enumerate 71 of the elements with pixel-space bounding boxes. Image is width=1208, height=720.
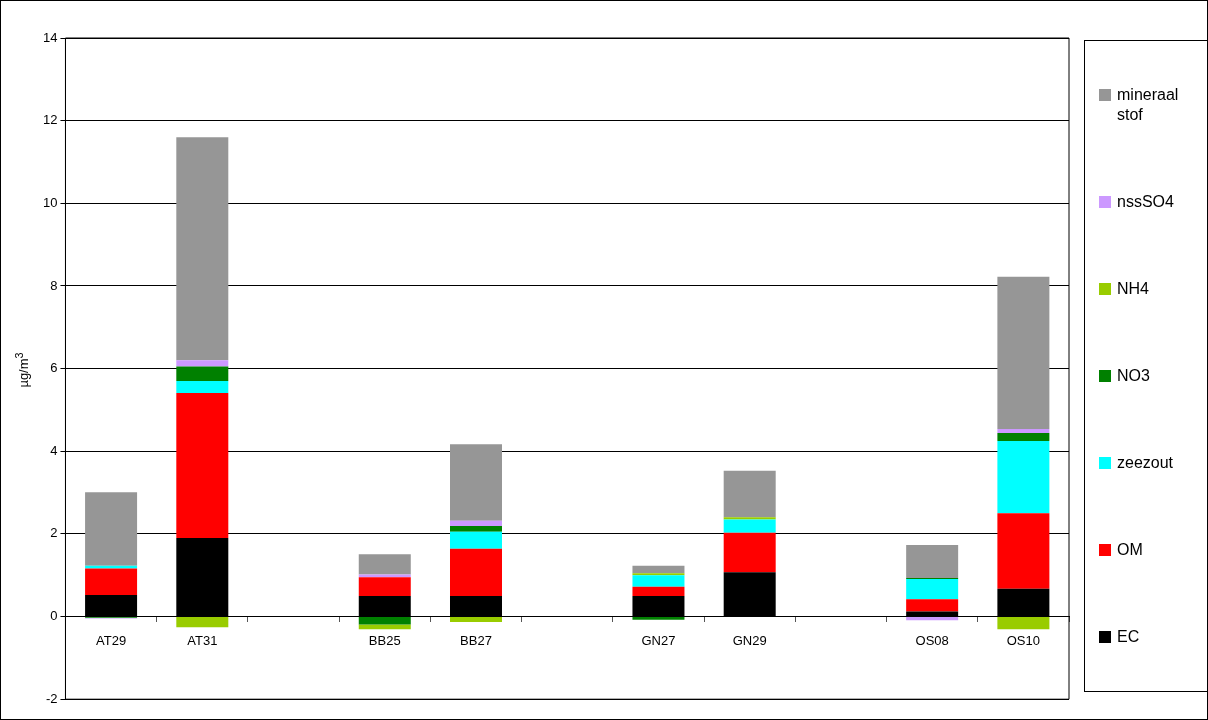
bar <box>450 595 502 617</box>
y-tick-label: 8 <box>50 277 58 293</box>
bar <box>723 517 776 520</box>
bar <box>358 554 411 575</box>
bar <box>450 444 502 521</box>
bar <box>997 428 1050 434</box>
legend-label: zeezout <box>1117 453 1175 474</box>
bar <box>723 519 776 533</box>
legend-label: EC <box>1117 627 1141 648</box>
bar <box>450 520 502 527</box>
y-tick-label: 0 <box>50 608 58 624</box>
bar <box>997 276 1050 429</box>
bar <box>906 545 959 579</box>
bar <box>85 492 138 566</box>
bar <box>723 572 776 617</box>
bar <box>632 617 685 620</box>
x-tick-label: GN29 <box>732 632 767 648</box>
y-tick-label: 4 <box>50 442 58 458</box>
x-tick-label: BB27 <box>460 632 492 648</box>
x-tick-label: OS08 <box>915 632 949 648</box>
bar <box>85 595 138 617</box>
bar <box>358 624 411 630</box>
bar <box>632 575 685 587</box>
bar <box>358 595 411 617</box>
bar <box>176 381 229 393</box>
bar <box>997 513 1050 589</box>
bar <box>358 577 411 596</box>
y-tick-label: -2 <box>45 690 58 706</box>
bar <box>85 565 138 569</box>
bar <box>450 531 502 549</box>
legend-label: NH4 <box>1117 278 1150 299</box>
bar <box>176 137 229 361</box>
x-tick-label: AT29 <box>96 632 127 648</box>
legend-label: mineraal stof <box>1117 84 1180 125</box>
x-tick-label: OS10 <box>1006 632 1041 648</box>
bar <box>906 611 959 617</box>
y-tick-label: 6 <box>50 360 58 376</box>
bar <box>632 595 685 617</box>
y-tick-label: 14 <box>42 29 58 45</box>
bar <box>997 617 1050 630</box>
bar <box>358 617 411 625</box>
bar <box>632 586 685 596</box>
x-tick-label: BB25 <box>368 632 401 648</box>
legend-label: NO3 <box>1117 366 1151 386</box>
bar <box>997 433 1050 441</box>
bar <box>906 617 959 621</box>
bar <box>176 366 229 381</box>
bar <box>176 538 229 617</box>
bar <box>176 617 229 628</box>
bar <box>450 526 502 532</box>
y-tick-label: 12 <box>42 112 58 128</box>
bar <box>723 532 776 573</box>
y-tick-label: 10 <box>42 194 58 210</box>
bar <box>997 588 1050 617</box>
bar <box>906 578 959 600</box>
bar <box>450 548 502 596</box>
bar <box>997 440 1050 514</box>
bar <box>632 565 685 574</box>
y-tick-label: 2 <box>50 525 58 541</box>
bar <box>176 360 229 367</box>
legend-label: nssSO4 <box>1117 191 1175 212</box>
bar <box>176 392 229 539</box>
bar <box>85 568 138 596</box>
x-tick-label: AT31 <box>187 632 218 648</box>
bar <box>632 573 685 576</box>
legend-label: OM <box>1117 540 1144 561</box>
bar <box>358 574 411 578</box>
bar <box>450 617 502 622</box>
x-tick-label: GN27 <box>641 632 676 648</box>
bar <box>723 470 776 518</box>
bar <box>906 599 959 612</box>
